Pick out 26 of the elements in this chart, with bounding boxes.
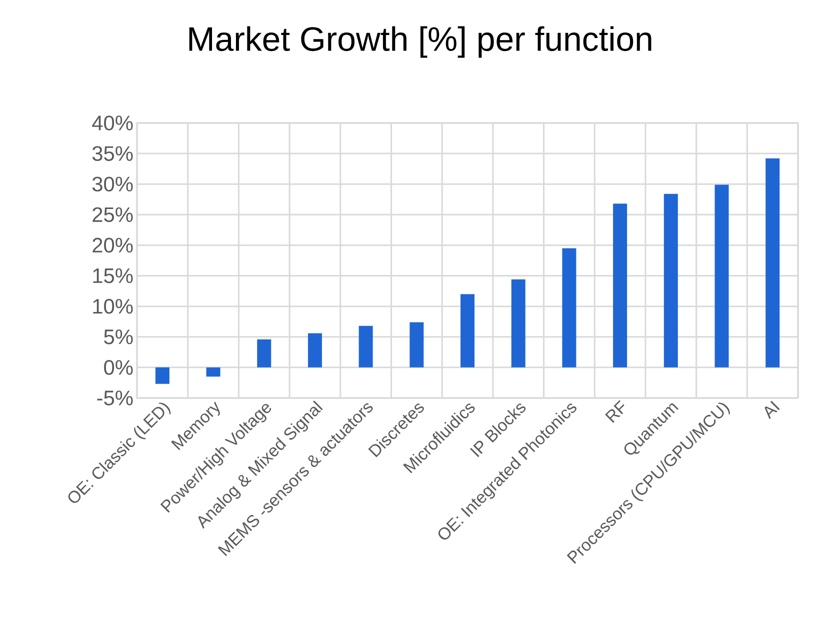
- y-tick-label: 10%: [93, 298, 133, 314]
- y-tick-label: 20%: [92, 238, 133, 253]
- y-tick-label: 5%: [104, 330, 133, 344]
- chart-title: Market Growth [%] per function: [189, 26, 652, 58]
- bar: [206, 367, 220, 377]
- y-tick-label: 15%: [93, 268, 133, 284]
- bar: [358, 326, 373, 368]
- y-tick-label: -5%: [97, 390, 133, 406]
- y-tick-label: 40%: [92, 116, 133, 130]
- bar: [511, 279, 526, 368]
- bar: [410, 322, 424, 368]
- y-tick-label: 25%: [92, 207, 133, 222]
- y-tick-label: 0%: [104, 360, 133, 375]
- x-tick-label: AI: [764, 400, 780, 420]
- y-tick-label: 30%: [92, 176, 133, 192]
- bar: [714, 184, 729, 368]
- bar: [257, 339, 272, 368]
- x-tick-label: RF: [605, 400, 624, 423]
- bar: [308, 333, 322, 368]
- bar: [613, 204, 628, 368]
- bar: [155, 367, 170, 384]
- bar: [460, 294, 475, 368]
- bar: [664, 194, 678, 368]
- bar: [562, 248, 576, 368]
- bar: [766, 158, 780, 368]
- y-tick-label: 35%: [92, 146, 133, 161]
